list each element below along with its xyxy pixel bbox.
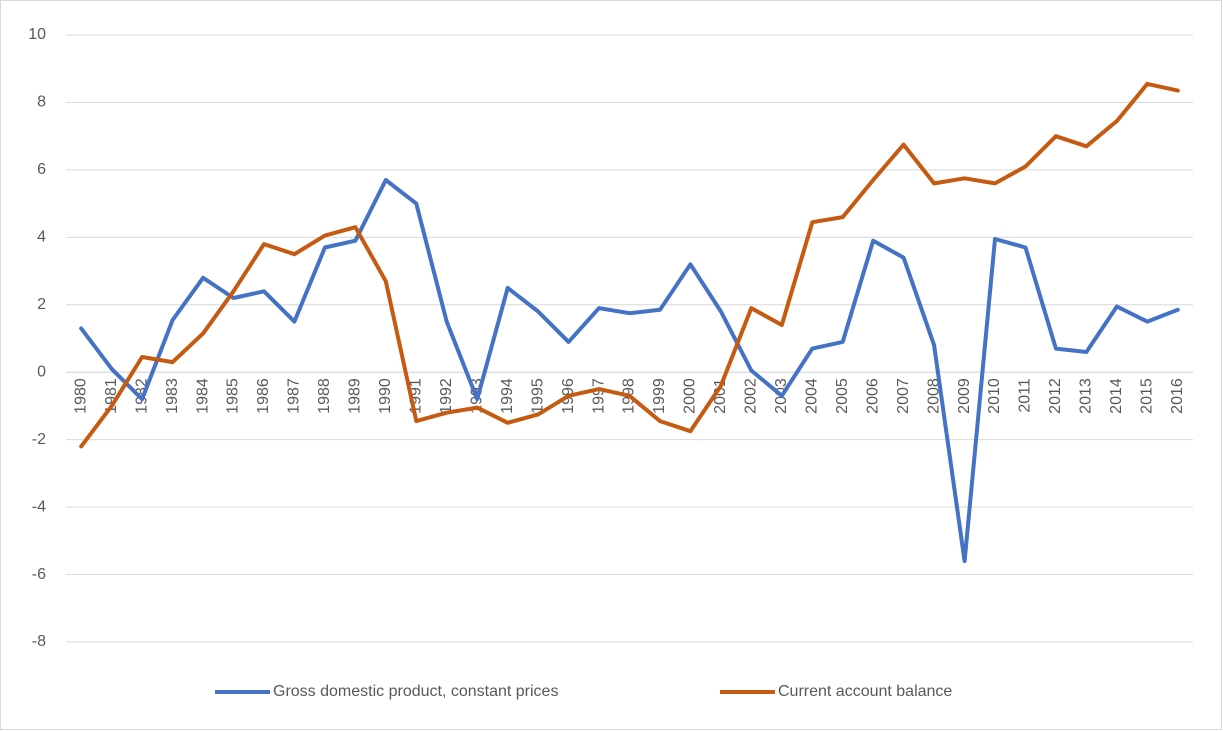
y-tick-label: 4 — [37, 229, 46, 246]
y-tick-label: -8 — [32, 633, 46, 650]
x-tick-label: 2016 — [1169, 378, 1186, 414]
x-tick-label: 2011 — [1017, 378, 1034, 413]
x-tick-label: 2001 — [712, 378, 729, 414]
x-tick-label: 2013 — [1078, 378, 1095, 414]
x-tick-label: 1980 — [72, 378, 89, 414]
series-line — [79, 178, 1180, 564]
x-tick-label: 1994 — [499, 378, 516, 414]
x-tick-label: 1995 — [529, 378, 546, 414]
x-tick-label: 1997 — [590, 378, 607, 414]
x-tick-label: 1989 — [347, 378, 364, 414]
x-tick-label: 1981 — [103, 378, 120, 414]
y-tick-label: 0 — [37, 363, 46, 380]
y-tick-label: -4 — [32, 498, 46, 515]
x-tick-label: 2004 — [803, 378, 820, 414]
x-tick-label: 1987 — [286, 378, 303, 414]
x-tick-label: 2006 — [864, 378, 881, 414]
series-line — [79, 81, 1180, 449]
x-tick-label: 1988 — [316, 378, 333, 414]
x-tick-label: 2012 — [1047, 378, 1064, 414]
x-tick-label: 2005 — [834, 378, 851, 414]
x-tick-label: 1983 — [164, 378, 181, 414]
y-tick-label: -2 — [32, 431, 46, 448]
x-tick-label: 2015 — [1139, 378, 1156, 414]
y-tick-label: 10 — [28, 26, 46, 43]
x-tick-label: 2000 — [682, 378, 699, 414]
x-tick-label: 2009 — [956, 378, 973, 414]
x-tick-label: 1990 — [377, 378, 394, 414]
x-tick-label: 2010 — [986, 378, 1003, 414]
y-tick-label: 2 — [37, 296, 46, 313]
y-tick-label: -6 — [32, 566, 46, 583]
x-tick-label: 2002 — [743, 378, 760, 414]
x-tick-label: 2014 — [1108, 378, 1125, 414]
y-tick-label: 6 — [37, 161, 46, 178]
x-tick-label: 1999 — [651, 378, 668, 414]
x-tick-label: 1984 — [194, 378, 211, 414]
legend-label: Gross domestic product, constant prices — [273, 683, 558, 700]
x-tick-label: 1986 — [255, 378, 272, 414]
x-tick-label: 2007 — [895, 378, 912, 414]
x-tick-label: 1985 — [225, 378, 242, 414]
x-tick-label: 1992 — [438, 378, 455, 414]
y-tick-label: 8 — [37, 94, 46, 111]
legend-label: Current account balance — [778, 683, 952, 700]
